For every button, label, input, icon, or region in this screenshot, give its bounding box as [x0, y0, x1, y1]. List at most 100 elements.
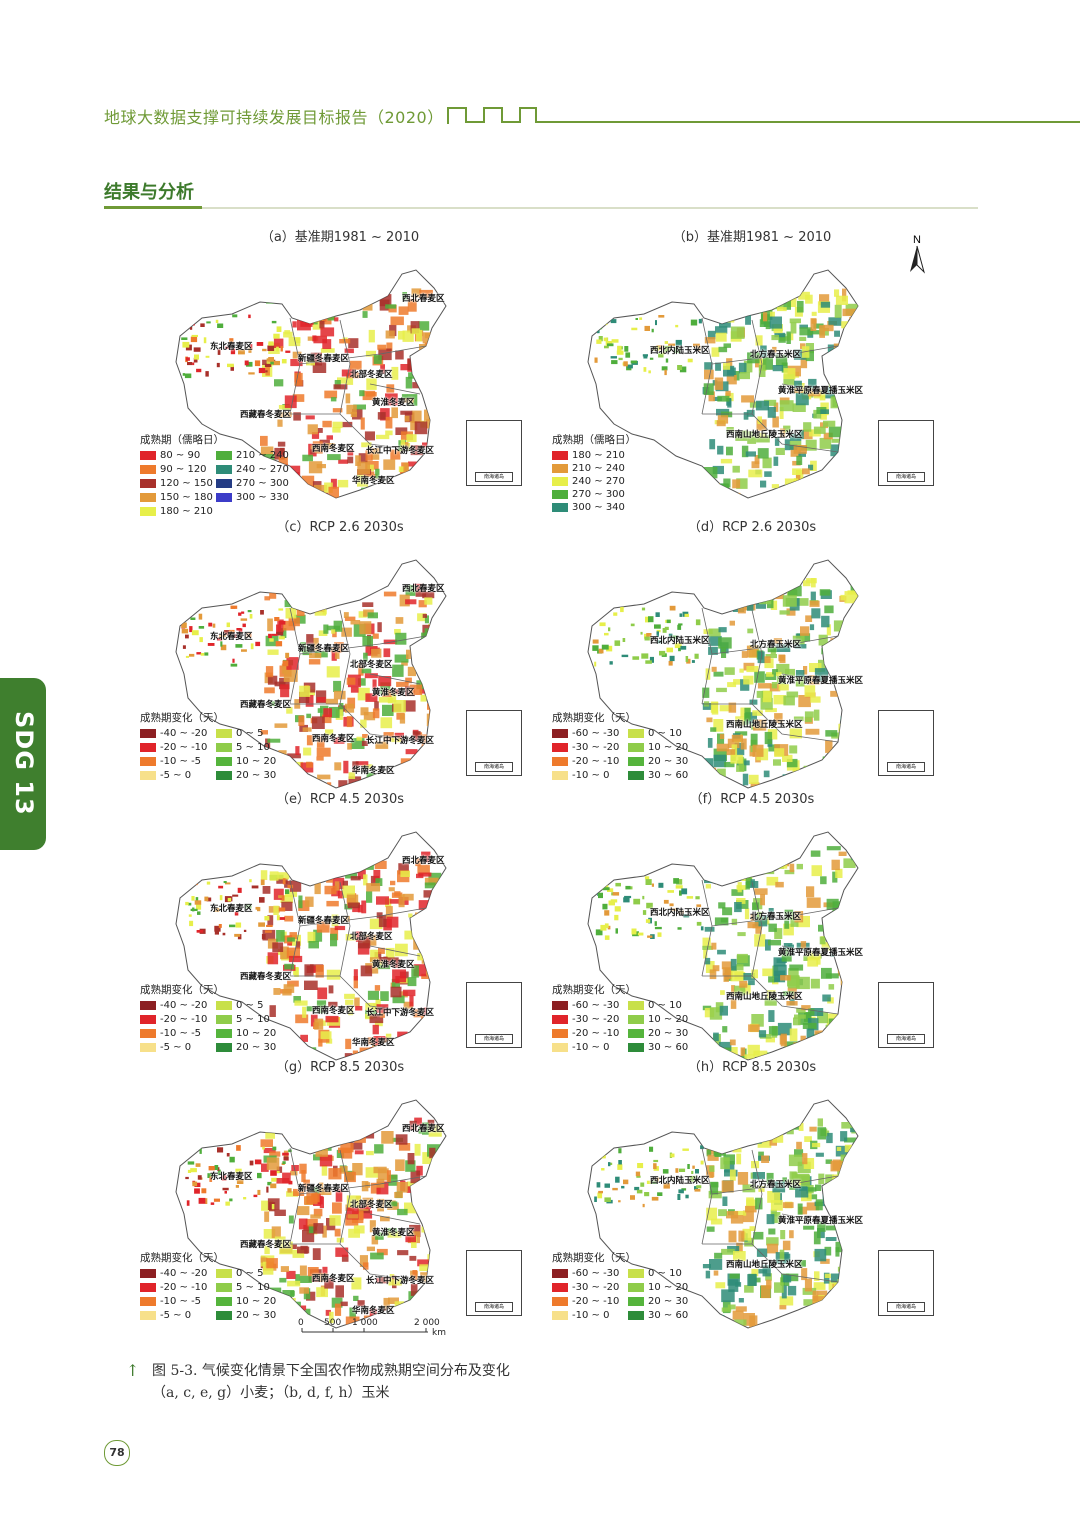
legend-label: -20 ~ -10	[572, 1296, 620, 1307]
legend-label: -40 ~ -20	[160, 1268, 208, 1279]
china-map	[587, 269, 859, 499]
legend-item: 20 ~ 30	[216, 769, 292, 782]
china-map	[175, 269, 447, 499]
panel-title: （g）RCP 8.5 2030s	[275, 1060, 405, 1075]
legend-label: -60 ~ -30	[572, 1268, 620, 1279]
region-label: 西藏春冬麦区	[240, 700, 292, 710]
legend-label: 20 ~ 30	[236, 1310, 277, 1321]
legend-item: 20 ~ 30	[628, 1027, 704, 1040]
region-label: 黄淮平原春夏播玉米区	[778, 1216, 864, 1226]
legend-swatch	[628, 729, 644, 738]
region-label: 西南冬麦区	[312, 1274, 355, 1284]
region-label: 西南山地丘陵玉米区	[726, 430, 803, 440]
south-china-sea-inset: 南海诸岛	[466, 710, 522, 776]
north-arrow-icon: N	[910, 234, 925, 274]
legend-item: 20 ~ 30	[628, 755, 704, 768]
legend-label: -30 ~ -20	[572, 742, 620, 753]
region-label: 北部冬麦区	[350, 370, 393, 380]
region-label: 华南冬麦区	[352, 1038, 395, 1048]
up-arrow-icon: ↑	[126, 1361, 140, 1380]
region-label: 长江中下游冬麦区	[366, 736, 435, 746]
legend-label: 300 ~ 340	[572, 502, 625, 513]
legend-item: 30 ~ 60	[628, 769, 704, 782]
region-label: 长江中下游冬麦区	[366, 1276, 435, 1286]
region-label: 西北春麦区	[402, 584, 445, 594]
legend-swatch	[628, 1001, 644, 1010]
legend-item: 300 ~ 330	[216, 491, 292, 504]
map-legend: 成熟期变化（天） -60 ~ -30 0 ~ 10 -30 ~ -20 10 ~ 20 -…	[552, 1250, 704, 1322]
map-legend: 成熟期（儒略日） 180 ~ 210 210 ~ 240 240 ~ 270 270 ~…	[552, 432, 636, 514]
map-panel-e: （e）RCP 4.5 2030s 东北春麦区 新疆冬春麦区 西北春麦区 北部冬麦区 黄淮冬…	[140, 788, 540, 1078]
legend-swatch	[140, 493, 156, 502]
header-decoration	[447, 107, 1080, 124]
legend-label: -20 ~ -10	[572, 1028, 620, 1039]
map-legend: 成熟期变化（天） -60 ~ -30 0 ~ 10 -30 ~ -20 10 ~ 20 -…	[552, 982, 704, 1054]
legend-item: -10 ~ -5	[140, 1027, 216, 1040]
legend-swatch	[628, 1283, 644, 1292]
legend-item: -30 ~ -20	[552, 1281, 628, 1294]
legend-item: 10 ~ 20	[628, 1013, 704, 1026]
legend-item: -40 ~ -20	[140, 999, 216, 1012]
legend-swatch	[552, 477, 568, 486]
map-legend: 成熟期变化（天） -40 ~ -20 0 ~ 5 -20 ~ -10 5 ~ 10 -10…	[140, 710, 292, 782]
inset-label: 南海诸岛	[887, 1034, 925, 1044]
legend-item: 0 ~ 10	[628, 727, 704, 740]
legend-label: 5 ~ 10	[236, 1014, 270, 1025]
scale-unit: km	[432, 1328, 446, 1338]
map-legend: 成熟期变化（天） -40 ~ -20 0 ~ 5 -20 ~ -10 5 ~ 10 -10…	[140, 982, 292, 1054]
legend-item: -40 ~ -20	[140, 1267, 216, 1280]
legend-swatch	[628, 1297, 644, 1306]
panel-title: （a）基准期1981 ~ 2010	[260, 230, 420, 245]
region-label: 新疆冬春麦区	[298, 354, 350, 364]
legend-swatch	[628, 1043, 644, 1052]
legend-item: 80 ~ 90	[140, 449, 216, 462]
legend-item: -20 ~ -10	[140, 1281, 216, 1294]
legend-label: -10 ~ -5	[160, 1028, 202, 1039]
region-label: 西北春麦区	[402, 856, 445, 866]
legend-item: 5 ~ 10	[216, 1281, 292, 1294]
legend-item: 10 ~ 20	[216, 755, 292, 768]
scale-tick-1: 500	[324, 1318, 342, 1328]
legend-label: -5 ~ 0	[160, 770, 192, 781]
panel-title: （f）RCP 4.5 2030s	[689, 792, 815, 807]
legend-swatch	[140, 1311, 156, 1320]
legend-item: 20 ~ 30	[628, 1295, 704, 1308]
legend-label: 90 ~ 120	[160, 464, 207, 475]
legend-item: -30 ~ -20	[552, 741, 628, 754]
page-number: 78	[104, 1440, 130, 1466]
legend-label: 30 ~ 60	[648, 1042, 689, 1053]
legend-label: -5 ~ 0	[160, 1310, 192, 1321]
panel-title: （c）RCP 2.6 2030s	[276, 520, 404, 535]
legend-swatch	[140, 729, 156, 738]
legend-swatch	[140, 1015, 156, 1024]
legend-label: 30 ~ 60	[648, 1310, 689, 1321]
legend-label: 0 ~ 5	[236, 1268, 264, 1279]
legend-item: 210 ~ 240	[216, 449, 292, 462]
sdg-side-tab: SDG 13	[0, 678, 46, 850]
region-label: 西藏春冬麦区	[240, 410, 292, 420]
legend-label: -10 ~ -5	[160, 1296, 202, 1307]
region-label: 西北内陆玉米区	[650, 346, 710, 356]
legend-label: 20 ~ 30	[648, 1028, 689, 1039]
legend-swatch	[552, 464, 568, 473]
legend-swatch	[552, 1269, 568, 1278]
map-panel-h: （h）RCP 8.5 2030s 西北内陆玉米区 北方春玉米区 黄淮平原春夏播玉米区西…	[552, 1056, 952, 1346]
region-label: 北部冬麦区	[350, 660, 393, 670]
report-title: 地球大数据支撑可持续发展目标报告（2020）	[104, 108, 444, 127]
legend-swatch	[216, 743, 232, 752]
legend-item: 10 ~ 20	[216, 1027, 292, 1040]
legend-swatch	[216, 771, 232, 780]
legend-item: 10 ~ 20	[628, 741, 704, 754]
china-map	[175, 559, 447, 789]
legend-swatch	[216, 1029, 232, 1038]
legend-swatch	[628, 757, 644, 766]
legend-label: 0 ~ 10	[648, 1000, 682, 1011]
legend-swatch	[552, 1001, 568, 1010]
legend-item: 30 ~ 60	[628, 1309, 704, 1322]
legend-swatch	[552, 1015, 568, 1024]
legend-swatch	[628, 771, 644, 780]
region-label: 东北春麦区	[210, 342, 253, 352]
legend-swatch	[216, 757, 232, 766]
legend-label: 10 ~ 20	[648, 1282, 689, 1293]
legend-item: 120 ~ 150	[140, 477, 216, 490]
